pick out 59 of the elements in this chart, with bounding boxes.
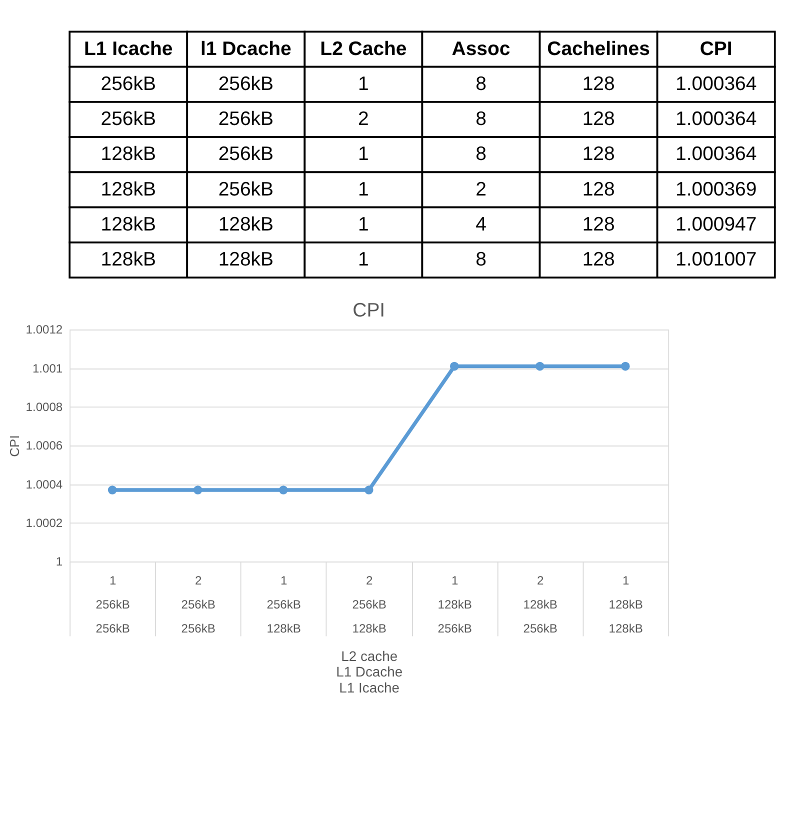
text: 1: [358, 178, 369, 200]
text: 256kB: [218, 143, 274, 166]
text: 8: [476, 248, 486, 271]
text: 8: [476, 108, 486, 130]
y-tick-label: 1: [56, 554, 63, 569]
chart-title: CPI: [352, 300, 386, 322]
category-label: Assoc: [452, 38, 510, 60]
x-tick-label: 1 256kB 256kB: [96, 573, 130, 636]
text: 128: [582, 72, 615, 95]
text: 128: [582, 178, 615, 200]
text: 128kB: [100, 213, 156, 236]
text: 1.001007: [675, 248, 757, 271]
category-label: L1 Icache: [84, 38, 173, 60]
category-label: l1 Dcache: [200, 38, 292, 60]
y-tick-label: 1.0004: [26, 477, 63, 492]
text: 128kB: [100, 248, 156, 271]
text: 8: [476, 72, 486, 95]
text: 2: [476, 178, 486, 200]
text: 1: [358, 72, 369, 95]
y-tick-label: 1.0012: [26, 322, 63, 337]
category-label: CPI: [700, 38, 732, 60]
y-tick-label: 1.0008: [26, 400, 63, 414]
x-tick-label: 1 128kB 128kB: [608, 573, 643, 636]
text: 256kB: [218, 178, 274, 200]
x-tick-label: 2 256kB 128kB: [352, 573, 386, 636]
text: 128kB: [100, 178, 156, 200]
text: 128: [582, 108, 615, 130]
text: 2: [358, 108, 369, 130]
text: 1: [358, 248, 369, 271]
text: 1: [358, 213, 369, 236]
text: 256kB: [100, 108, 156, 130]
text: 128: [582, 213, 615, 236]
text: 128: [582, 143, 615, 166]
text: 1.000947: [675, 213, 757, 236]
text: 8: [476, 143, 486, 166]
text: 128: [582, 248, 615, 271]
y-tick-label: 1.0006: [26, 438, 63, 453]
text: 256kB: [218, 72, 274, 95]
y-tick-label: 1.0002: [26, 516, 63, 530]
y-axis-title: CPI: [7, 435, 22, 457]
text: 256kB: [100, 72, 156, 95]
text: 1.000369: [675, 178, 757, 200]
text: 1.000364: [675, 143, 757, 166]
category-label: L2 Cache: [320, 38, 407, 60]
x-tick-label: 1 256kB 128kB: [266, 573, 301, 636]
text: 128kB: [100, 143, 156, 166]
x-axis-title: L2 cache L1 Dcache L1 Icache: [336, 648, 403, 696]
text: 256kB: [218, 108, 274, 130]
text: 128kB: [218, 248, 274, 271]
text: 1.000364: [675, 108, 757, 130]
text: 1: [358, 143, 369, 166]
text: 4: [476, 213, 486, 236]
text: 128kB: [218, 213, 274, 236]
x-tick-label: 1 128kB 256kB: [438, 573, 472, 636]
category-label: Cachelines: [547, 38, 650, 60]
x-tick-label: 2 128kB 256kB: [523, 573, 558, 636]
text: 1.000364: [675, 72, 757, 95]
y-tick-label: 1.001: [32, 361, 63, 376]
x-tick-label: 2 256kB 256kB: [181, 573, 216, 636]
